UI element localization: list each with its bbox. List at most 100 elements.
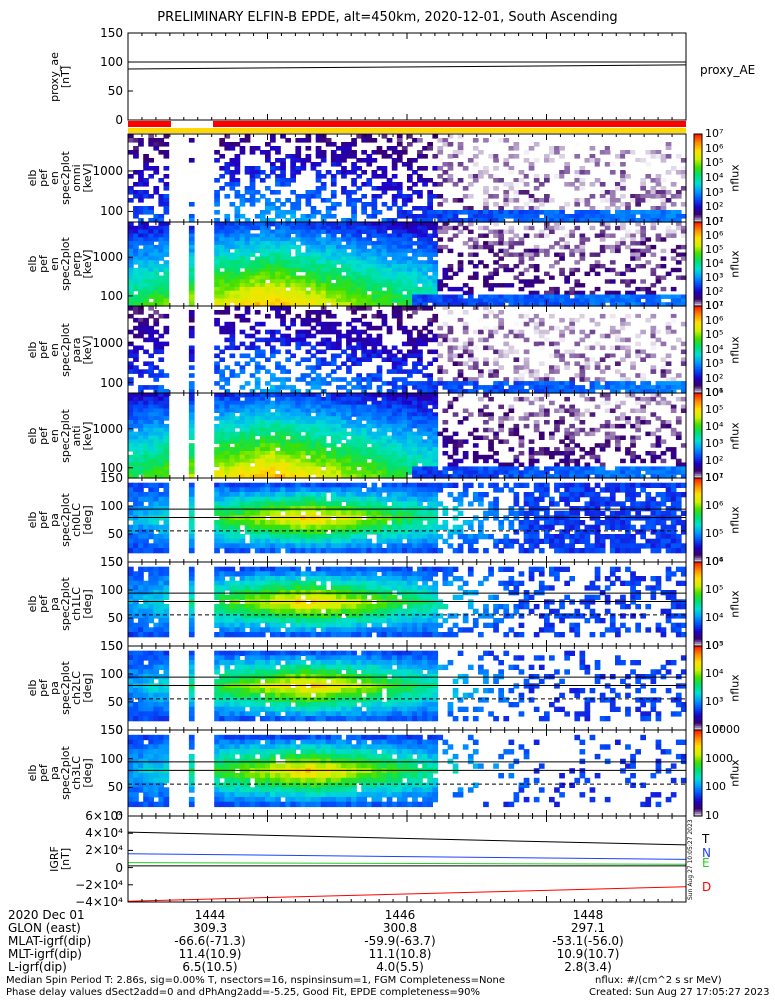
cbar-tick-pa2-0: 10⁵	[705, 639, 724, 652]
cbar-label-en3: nflux	[728, 421, 742, 450]
cbar-tick-en2-4: 10³	[705, 357, 724, 370]
cbar-tick-en1-1: 10⁶	[705, 229, 724, 242]
footer-cell-0-0: GLON (east)	[8, 921, 81, 935]
cbar-label-pa2: nflux	[728, 674, 742, 702]
footer-cell-0-1: 309.3	[192, 921, 228, 935]
cbar-tick-en0-4: 10³	[705, 185, 724, 199]
completeness-bar	[128, 128, 686, 133]
cbar-tick-en0-0: 10⁷	[705, 127, 724, 140]
cbar-tick-pa2-2: 10³	[705, 695, 724, 708]
y-tick-pa2-0: 150	[100, 639, 123, 653]
cbar-tick-pa0-0: 10⁷	[705, 471, 724, 484]
cbar-tick-en3-5: 10¹	[705, 471, 724, 484]
cbar-tick-en1-5: 10²	[705, 285, 724, 298]
colorbar-pa3	[693, 729, 703, 817]
igrf-line-N	[127, 853, 687, 860]
cbar-tick-pa3-1: 1000	[705, 751, 733, 765]
spectrogram-en0	[128, 134, 687, 223]
cbar-tick-en1-0: 10⁷	[705, 215, 724, 228]
footer-cell-1-2: -59.9(-63.7)	[364, 934, 436, 948]
y-tick-pa3-1: 100	[100, 751, 123, 766]
y-tick-pa3-3: 0	[115, 809, 123, 823]
legend-E: E	[702, 856, 710, 870]
cbar-tick-pa0-2: 10⁵	[705, 527, 724, 540]
footnote-phase: Phase delay values dSect2add=0 and dPhAn…	[6, 987, 481, 998]
cbar-tick-pa0-3: 10⁴	[705, 555, 724, 568]
right-label-proxy: proxy_AE	[700, 62, 756, 77]
y-tick-igrf-4: −2×10⁴	[75, 877, 123, 892]
side-timestamp: Sun Aug 27 10:05:27 2023	[687, 819, 694, 900]
spectrogram-pa0	[128, 482, 687, 554]
y-tick-pa1-3: 0	[115, 639, 123, 653]
cbar-tick-pa1-2: 10⁴	[705, 611, 724, 624]
line-layer	[127, 61, 687, 902]
footer-date: 2020 Dec 01	[8, 908, 85, 922]
colorbar-layer	[693, 133, 703, 817]
cbar-tick-en0-5: 10²	[705, 200, 724, 214]
footnote-units: nflux: #/(cm^2 s sr MeV)	[595, 975, 722, 986]
y-tick-proxy-1: 100	[100, 55, 123, 69]
cbar-tick-pa3-3: 10	[705, 809, 719, 822]
cbar-tick-en3-1: 10⁵	[705, 403, 724, 416]
chart-title: PRELIMINARY ELFIN-B EPDE, alt=450km, 202…	[157, 10, 618, 25]
footer-cell-1-3: -53.1(-56.0)	[552, 934, 624, 948]
cbar-tick-en0-6: 10¹	[705, 215, 724, 228]
spectrogram-pa2	[128, 650, 687, 722]
cbar-label-en0: nflux	[728, 164, 742, 192]
x-tick-1448: 1448	[572, 908, 604, 922]
spectrogram-pa3	[128, 734, 687, 808]
footer-cell-0-2: 300.8	[382, 921, 418, 935]
y-tick-en2-0: 1000	[92, 335, 123, 350]
cbar-tick-en1-3: 10⁴	[705, 257, 724, 270]
y-label-igrf-1: [nT]	[58, 847, 72, 871]
colorbar-en1	[693, 221, 703, 307]
cbar-tick-en1-2: 10⁵	[705, 243, 724, 256]
footer-cell-0-3: 297.1	[570, 921, 606, 935]
y-tick-pa0-3: 0	[115, 555, 123, 569]
y-tick-igrf-2: 2×10⁴	[85, 843, 123, 858]
footer-cell-1-1: -66.6(-71.3)	[174, 934, 246, 948]
igrf-line-D	[127, 886, 687, 902]
footer-cell-3-3: 2.8(3.4)	[564, 960, 612, 974]
colorbar-en3	[693, 392, 703, 479]
y-tick-en0-1: 100	[100, 204, 123, 219]
footer-cell-3-0: L-igrf(dip)	[8, 960, 67, 974]
y-tick-en3-0: 1000	[92, 421, 123, 436]
cbar-tick-pa2-3: 10²	[705, 723, 724, 736]
footnote-spin: Median Spin Period T: 2.86s, sig=0.00% T…	[6, 975, 506, 986]
cbar-tick-pa3-0: 10000	[705, 723, 740, 736]
footer-cell-3-1: 6.5(10.5)	[182, 960, 238, 974]
x-tick-1446: 1446	[384, 908, 416, 922]
footnote-created: Created: Sun Aug 27 17:05:27 2023	[589, 987, 770, 998]
igrf-line-T	[127, 831, 687, 846]
spectrogram-pa1	[128, 566, 687, 638]
footer-cell-2-1: 11.4(10.9)	[178, 947, 242, 961]
y-tick-igrf-5: −4×10⁴	[75, 895, 123, 909]
footer-cell-1-0: MLAT-igrf(dip)	[8, 934, 92, 948]
y-tick-pa2-2: 50	[107, 695, 123, 709]
cbar-tick-en2-0: 10⁷	[705, 299, 724, 312]
y-tick-en1-1: 100	[100, 288, 123, 303]
spectrogram-en3	[128, 393, 687, 479]
footer-cell-3-2: 4.0(5.5)	[376, 960, 424, 974]
y-tick-igrf-1: 4×10⁴	[85, 826, 123, 841]
cbar-label-pa0: nflux	[728, 506, 742, 534]
y-tick-proxy-2: 50	[107, 84, 123, 98]
cbar-tick-pa2-1: 10⁴	[705, 667, 724, 680]
y-tick-en3-1: 100	[100, 460, 123, 475]
cbar-tick-pa0-1: 10⁶	[705, 499, 724, 512]
cbar-tick-en2-3: 10⁴	[705, 342, 724, 356]
y-tick-proxy-3: 0	[115, 113, 123, 127]
cbar-tick-en2-1: 10⁶	[705, 313, 724, 327]
colorbar-en0	[693, 133, 703, 223]
igrf-line-E	[127, 862, 687, 865]
y-tick-en0-0: 1000	[92, 163, 123, 178]
colorbar-pa2	[693, 645, 703, 731]
y-tick-pa0-2: 50	[107, 527, 123, 541]
data-gap-bar-left	[128, 121, 171, 127]
legend-T: T	[702, 832, 710, 846]
cbar-tick-en0-1: 10⁶	[705, 141, 724, 155]
y-tick-proxy-0: 150	[100, 26, 123, 40]
y-tick-pa2-1: 100	[100, 667, 123, 681]
cbar-tick-en3-0: 10⁶	[705, 386, 724, 399]
